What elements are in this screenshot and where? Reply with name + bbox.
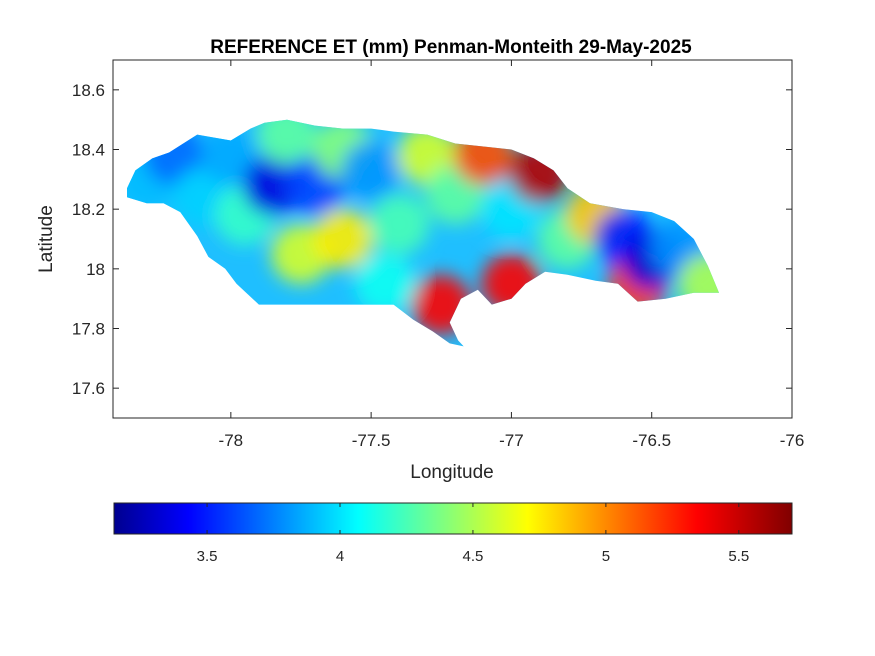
- colorbar-tick-label: 5.5: [728, 548, 749, 565]
- heat-sample-13: [369, 194, 430, 255]
- x-tick-label: -77.5: [352, 431, 391, 450]
- heat-sample-6: [256, 119, 317, 165]
- y-tick-label: 18.6: [72, 81, 105, 100]
- heat-sample-10: [313, 209, 374, 269]
- y-tick-label: 17.6: [72, 379, 105, 398]
- colorbar-ticks: 3.5 4 4.5 5 5.5: [197, 503, 749, 565]
- y-tick-label: 18.2: [72, 200, 105, 219]
- colorbar-tick-label: 3.5: [197, 548, 218, 565]
- y-tick-label: 17.8: [72, 320, 105, 339]
- y-tick-label: 18.4: [72, 141, 105, 160]
- x-tick-label: -78: [219, 431, 244, 450]
- x-tick-label: -76.5: [632, 431, 671, 450]
- x-tick-label: -76: [780, 431, 805, 450]
- heat-sample-5: [242, 155, 303, 216]
- y-tick-label: 18: [86, 260, 105, 279]
- heat-sample-12: [355, 253, 416, 314]
- colorbar-gradient: [113, 502, 793, 535]
- colorbar: 3.5 4 4.5 5 5.5: [113, 502, 793, 565]
- x-tick-label: -77: [499, 431, 524, 450]
- heat-sample-3: [200, 125, 261, 186]
- colorbar-tick-label: 4: [336, 548, 344, 565]
- y-axis: 17.6 17.8 18 18.2 18.4 18.6: [72, 81, 792, 398]
- colorbar-tick-label: 5: [602, 548, 610, 565]
- x-axis-label: Longitude: [410, 462, 493, 483]
- colorbar-tick-label: 4.5: [463, 548, 484, 565]
- heat-sample-11: [341, 140, 402, 201]
- chart-title: REFERENCE ET (mm) Penman-Monteith 29-May…: [210, 37, 692, 58]
- x-axis: -78 -77.5 -77 -76.5 -76: [219, 60, 805, 450]
- y-axis-label: Latitude: [36, 205, 57, 273]
